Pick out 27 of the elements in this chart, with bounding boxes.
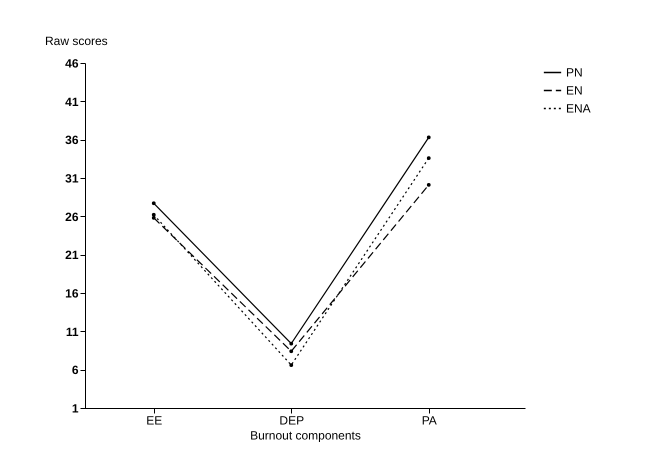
y-tick-label: 41 [65, 94, 79, 109]
x-tick-label: EE [146, 414, 162, 428]
point [426, 156, 431, 160]
y-tick-label: 16 [65, 286, 79, 300]
legend-label: EN [566, 84, 583, 98]
x-tick-label: PA [422, 414, 437, 428]
point [289, 349, 294, 354]
x-axis-title: Burnout components [250, 428, 361, 442]
x-tick-label: DEP [279, 414, 304, 428]
y-tick-label: 26 [65, 210, 79, 224]
point [426, 183, 431, 187]
y-tick-label: 31 [65, 172, 79, 186]
legend-label: ENA [566, 102, 591, 116]
y-tick-label: 11 [66, 324, 79, 339]
y-tick-label: 1 [72, 402, 79, 416]
point [152, 201, 156, 206]
y-tick-label: 6 [72, 363, 79, 378]
y-tick-label: 21 [65, 248, 79, 262]
y-tick-label: 46 [65, 56, 79, 70]
y-tick-label: 36 [65, 133, 79, 148]
point [289, 363, 294, 367]
point [289, 342, 294, 346]
point [152, 216, 156, 220]
point [152, 212, 156, 217]
point [426, 136, 431, 140]
y-axis-title: Raw scores [45, 34, 108, 48]
legend-label: PN [566, 66, 583, 80]
